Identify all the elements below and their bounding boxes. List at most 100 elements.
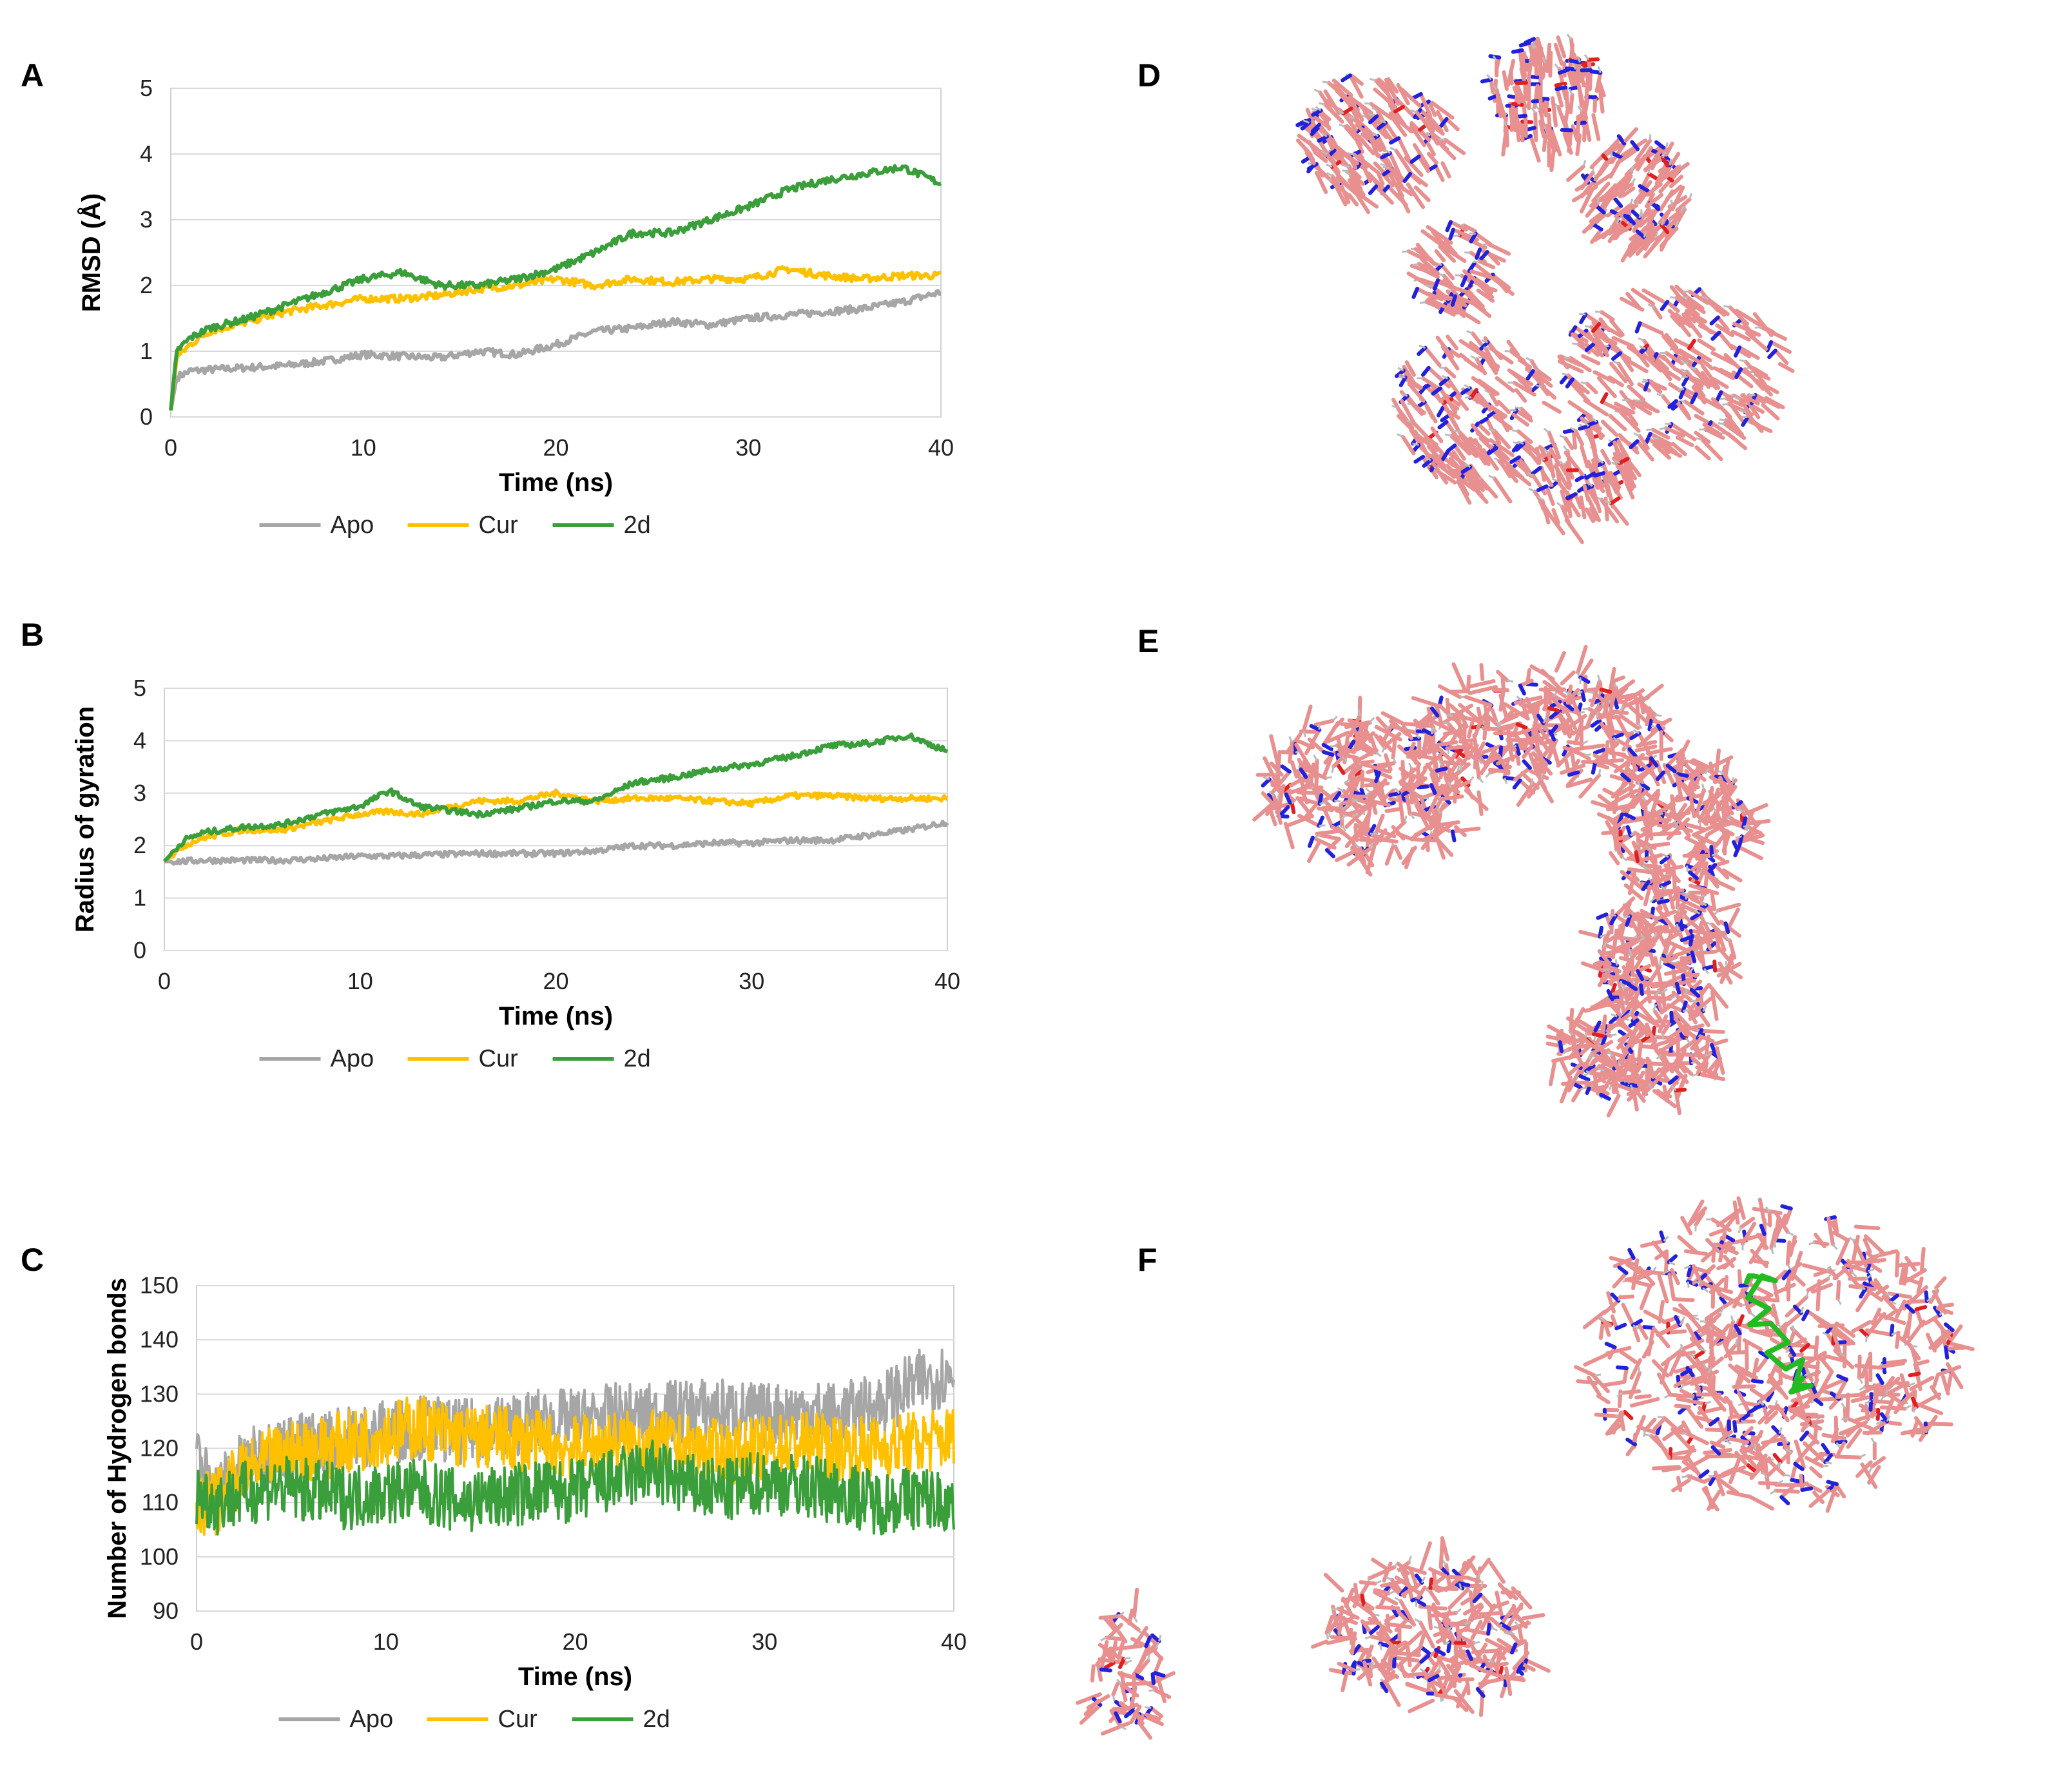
hydrogen-bond-stick xyxy=(1652,1003,1658,1010)
hydrogen-bond-stick xyxy=(1351,799,1359,803)
nitrogen-bond xyxy=(1440,413,1451,423)
bond xyxy=(1576,644,1588,675)
hydrogen-bond-stick xyxy=(1418,344,1426,349)
bond xyxy=(1717,1286,1734,1295)
hydrogen-bond-stick xyxy=(1148,1689,1155,1692)
hydrogen-bond-stick xyxy=(1841,1402,1846,1409)
hydrogen-bond-stick xyxy=(1723,305,1730,309)
bond xyxy=(1480,1668,1509,1681)
bond xyxy=(1682,914,1703,933)
bond xyxy=(1664,351,1685,365)
nitrogen-bond xyxy=(1498,745,1504,758)
nitrogen-bond xyxy=(1589,69,1603,75)
panel-label-a: A xyxy=(21,57,44,93)
panel-label-d: D xyxy=(1138,57,1161,93)
hydrogen-bond-stick xyxy=(1841,1417,1848,1421)
hydrogen-bond-stick xyxy=(1263,776,1270,780)
hydrogen-bond-stick xyxy=(1112,1694,1116,1701)
hydrogen-bond-stick xyxy=(1568,88,1573,95)
bond xyxy=(1795,1387,1806,1418)
nitrogen-bond xyxy=(1596,912,1609,920)
bond xyxy=(1839,1423,1863,1436)
hydrogen-bond-stick xyxy=(1438,366,1446,370)
bond xyxy=(1284,783,1312,797)
hydrogen-bond-stick xyxy=(1778,1427,1783,1434)
bond xyxy=(1384,77,1400,106)
bond xyxy=(1635,439,1654,462)
bond xyxy=(1565,468,1571,490)
bond xyxy=(1597,157,1613,177)
bond xyxy=(1448,689,1471,694)
hydrogen-bond-stick xyxy=(1605,1030,1612,1036)
nitrogen-bond xyxy=(1413,454,1426,464)
bond xyxy=(1516,783,1535,807)
bond xyxy=(1384,1680,1401,1707)
bond xyxy=(1698,1028,1725,1034)
nitrogen-bond xyxy=(1578,1074,1591,1082)
bond xyxy=(1535,368,1552,381)
bond xyxy=(1477,1558,1491,1574)
nitrogen-bond xyxy=(1479,340,1490,351)
nitrogen-bond xyxy=(1438,117,1449,128)
nitrogen-bond xyxy=(1609,1014,1620,1025)
oxygen-bond xyxy=(1914,1305,1928,1311)
bond xyxy=(1660,993,1687,1014)
bond xyxy=(1514,1612,1528,1629)
bond xyxy=(1487,402,1506,420)
nitrogen-bond xyxy=(1647,718,1653,731)
bond xyxy=(1669,422,1697,441)
bond xyxy=(1570,332,1586,347)
bond xyxy=(1341,1670,1349,1692)
oxygen-bond xyxy=(1693,1350,1705,1359)
hydrogen-bond-stick xyxy=(1325,1632,1330,1640)
hydrogen-bond-stick xyxy=(1786,1231,1794,1236)
nitrogen-bond xyxy=(1419,1654,1430,1664)
bond xyxy=(1324,837,1341,853)
nitrogen-bond xyxy=(1445,220,1453,233)
hydrogen-bond-stick xyxy=(1908,1382,1915,1387)
hydrogen-bond-stick xyxy=(1488,474,1495,479)
nitrogen-bond xyxy=(1823,1453,1834,1465)
nitrogen-bond xyxy=(1429,783,1437,795)
bond xyxy=(1344,806,1372,817)
bond xyxy=(1687,289,1710,305)
bond xyxy=(1468,436,1482,449)
bond xyxy=(1574,114,1582,137)
nitrogen-bond xyxy=(1415,1573,1424,1585)
hydrogen-bond-stick xyxy=(1835,1442,1841,1449)
bond xyxy=(1667,1028,1683,1040)
bond xyxy=(1627,384,1645,402)
bond xyxy=(1443,1621,1467,1627)
bond xyxy=(1598,88,1605,114)
hydrogen-bond-stick xyxy=(1631,178,1636,185)
nitrogen-bond xyxy=(1431,386,1442,396)
bond xyxy=(1440,345,1460,371)
hydrogen-bond-stick xyxy=(1675,822,1679,829)
bond xyxy=(1582,1309,1607,1329)
bond xyxy=(1725,1320,1736,1348)
bond xyxy=(1144,1712,1161,1721)
bond xyxy=(1586,424,1597,456)
plot-frame xyxy=(170,88,942,418)
hydrogen-bond-stick xyxy=(1314,834,1321,838)
hydrogen-bond-stick xyxy=(1464,463,1471,468)
bond xyxy=(1374,184,1394,205)
bond xyxy=(1420,791,1437,800)
bond xyxy=(1670,314,1683,328)
hydrogen-bond-stick xyxy=(1408,762,1413,769)
bond xyxy=(1469,269,1500,282)
bond xyxy=(1382,1561,1393,1583)
bond xyxy=(1671,945,1700,958)
nitrogen-bond xyxy=(1307,835,1315,848)
hydrogen-bond-stick xyxy=(1637,1366,1641,1373)
bond xyxy=(1671,865,1678,894)
bond xyxy=(1521,1613,1545,1621)
nitrogen-bond xyxy=(1351,1644,1361,1656)
bond xyxy=(1749,1456,1772,1480)
bond xyxy=(1604,931,1623,944)
nitrogen-bond xyxy=(1659,855,1670,865)
bond xyxy=(1360,762,1391,774)
hydrogen-bond-stick xyxy=(1637,781,1641,788)
bond xyxy=(1571,67,1578,84)
bond xyxy=(1632,1327,1641,1343)
